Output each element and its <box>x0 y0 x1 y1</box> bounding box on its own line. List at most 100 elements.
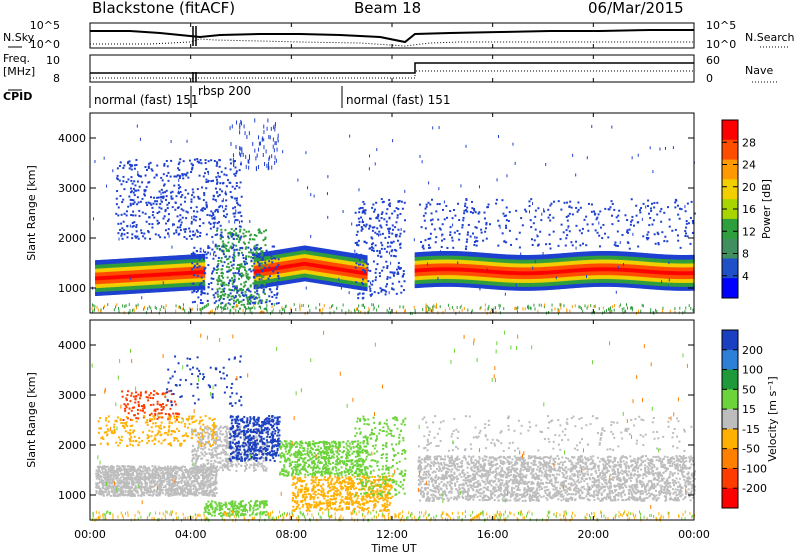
scatter-cell <box>218 245 221 248</box>
power-cell <box>198 269 201 275</box>
scatter-cell <box>361 206 364 209</box>
power-cell <box>281 272 284 278</box>
scatter-cell <box>239 204 242 207</box>
power-cell <box>448 258 451 264</box>
power-cell <box>532 282 535 287</box>
power-cell <box>539 266 542 272</box>
scatter-cell <box>179 190 182 193</box>
scatter-cell <box>397 261 400 264</box>
power-cell <box>610 282 613 287</box>
power-cell <box>551 285 554 290</box>
date-title: 06/Mar/2015 <box>588 0 684 17</box>
power-cell <box>112 259 115 264</box>
power-cell <box>321 263 324 269</box>
power-cell <box>253 265 256 270</box>
scatter-cell <box>229 162 232 165</box>
scatter-cell <box>256 287 259 290</box>
power-cell <box>509 270 512 275</box>
power-cell <box>156 272 159 277</box>
scatter-cell <box>396 271 399 274</box>
scatter-cell <box>224 255 227 258</box>
power-cell <box>436 262 439 268</box>
scatter-cell <box>258 256 261 259</box>
scatter-cell <box>385 250 388 253</box>
power-cell <box>149 256 152 262</box>
power-cell <box>661 277 664 283</box>
scatter-cell <box>214 233 217 236</box>
scatter-cell <box>207 170 210 173</box>
power-cell <box>427 259 430 264</box>
scatter-cell <box>220 272 223 275</box>
power-cell <box>631 259 634 265</box>
power-cell <box>201 269 204 275</box>
power-cell <box>470 267 473 273</box>
power-cell <box>155 268 158 273</box>
scatter-cell <box>216 265 219 268</box>
power-cell <box>637 268 640 273</box>
power-cell <box>137 257 140 263</box>
power-cell <box>464 282 467 288</box>
power-cell <box>595 274 598 280</box>
scatter-cell <box>361 227 364 230</box>
power-cell <box>120 270 123 276</box>
power-cell <box>537 266 540 272</box>
power-cell <box>354 261 357 266</box>
power-cell <box>556 284 559 290</box>
power-cell <box>537 281 540 287</box>
power-cell <box>534 266 537 272</box>
power-cell <box>355 257 358 263</box>
power-cell <box>554 277 557 282</box>
power-cell <box>434 262 437 268</box>
power-cell <box>147 288 150 293</box>
power-cell <box>626 263 629 269</box>
power-cell <box>563 253 566 258</box>
power-cell <box>505 273 508 279</box>
scatter-cell <box>363 203 366 206</box>
scatter-cell <box>391 271 394 274</box>
power-cell <box>139 277 142 282</box>
scatter-cell <box>193 289 196 292</box>
scatter-cell <box>377 215 380 218</box>
power-cell <box>623 274 626 280</box>
power-cell <box>512 262 515 268</box>
power-cell <box>559 272 562 278</box>
scatter-cell <box>196 266 199 269</box>
power-cell <box>516 258 519 264</box>
power-cell <box>162 263 165 269</box>
power-cell <box>320 259 323 265</box>
power-cell <box>306 257 309 263</box>
power-cell <box>641 283 644 289</box>
power-cell <box>117 274 120 280</box>
scatter-cell <box>355 224 358 227</box>
power-cell <box>668 278 671 283</box>
power-cell <box>482 283 485 289</box>
scatter-cell <box>202 222 205 225</box>
power-cell <box>129 277 132 283</box>
power-cell <box>656 257 659 263</box>
power-cell <box>151 256 154 262</box>
power-cell <box>326 249 329 254</box>
power-cell <box>656 253 659 259</box>
power-cell <box>278 257 281 262</box>
power-cell <box>506 258 509 264</box>
power-cell <box>103 267 106 273</box>
power-cell <box>325 280 328 285</box>
power-cell <box>196 258 199 263</box>
power-cell <box>105 271 108 276</box>
power-cell <box>471 251 474 257</box>
power-cell <box>505 277 508 283</box>
scatter-cell <box>358 220 361 223</box>
power-cell <box>652 273 655 278</box>
scatter-cell <box>179 158 182 161</box>
power-cell <box>672 266 675 272</box>
power-cell <box>285 279 288 285</box>
power-cell <box>186 274 189 279</box>
power-cell <box>468 267 471 273</box>
power-cell <box>118 285 121 291</box>
scatter-cell <box>361 297 364 300</box>
power-cell <box>634 256 637 261</box>
power-cell <box>320 271 323 277</box>
power-cell <box>472 263 475 269</box>
power-cell <box>647 257 650 262</box>
power-cell <box>649 257 652 263</box>
